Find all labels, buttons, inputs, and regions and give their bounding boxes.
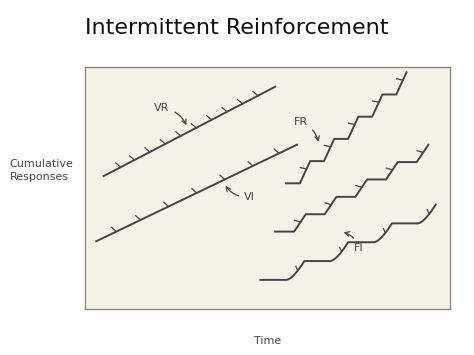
Text: VI: VI bbox=[226, 187, 255, 202]
Text: VR: VR bbox=[154, 103, 186, 124]
Text: Time: Time bbox=[254, 336, 282, 346]
Text: Intermittent Reinforcement: Intermittent Reinforcement bbox=[85, 18, 389, 38]
Text: Cumulative
Responses: Cumulative Responses bbox=[9, 159, 73, 182]
Text: FI: FI bbox=[345, 232, 364, 253]
Text: FR: FR bbox=[293, 118, 319, 141]
